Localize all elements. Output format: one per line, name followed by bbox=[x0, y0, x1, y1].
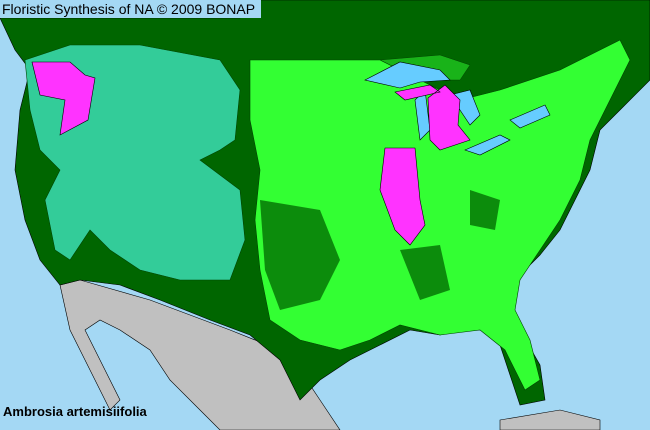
species-name: Ambrosia artemisiifolia bbox=[3, 404, 147, 419]
oregon-noxious bbox=[31, 61, 96, 136]
mexico-region bbox=[59, 279, 341, 430]
cuba bbox=[499, 409, 601, 430]
illinois-noxious bbox=[379, 147, 426, 246]
eastern-states-present bbox=[249, 39, 631, 391]
eastern-absent-patches bbox=[260, 190, 500, 310]
map-title: Floristic Synthesis of NA © 2009 BONAP bbox=[0, 0, 262, 18]
michigan-noxious bbox=[394, 84, 471, 151]
